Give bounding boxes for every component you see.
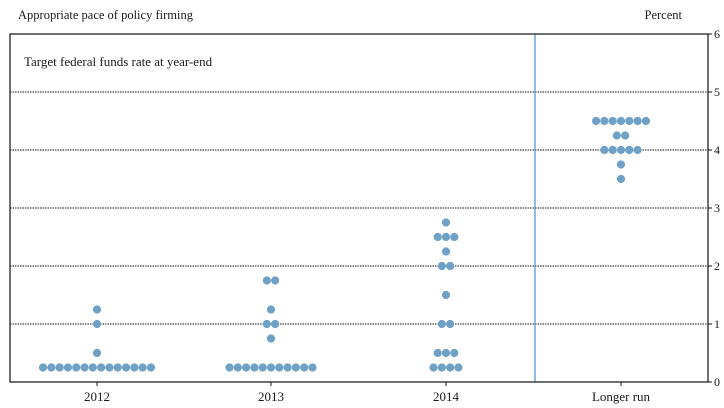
data-dot [437, 319, 446, 329]
data-dot [441, 290, 451, 300]
data-dot [446, 261, 455, 271]
chart-title: Target federal funds rate at year-end [24, 54, 213, 69]
data-dot [262, 319, 271, 329]
y-tick-label: 5 [714, 85, 720, 99]
data-dot [437, 261, 446, 271]
data-dot [121, 363, 131, 372]
data-dot [625, 116, 634, 126]
data-dot [233, 363, 242, 372]
data-dot [608, 145, 617, 155]
data-dot [308, 363, 317, 372]
unit-label: Percent [644, 8, 682, 22]
data-dot [616, 174, 626, 184]
data-dot [437, 363, 446, 372]
data-dot [450, 232, 459, 242]
data-dot [612, 131, 621, 140]
y-tick-label: 6 [714, 27, 720, 41]
data-dot [225, 363, 234, 372]
data-dot [55, 363, 64, 372]
data-dot [92, 319, 102, 329]
y-tick-label: 0 [714, 375, 720, 389]
data-dot [616, 145, 626, 155]
data-dot [275, 363, 284, 372]
data-dot [242, 363, 251, 372]
data-dot [266, 305, 276, 314]
y-tick-label: 2 [714, 259, 720, 273]
data-dot [446, 319, 455, 329]
gridlines [10, 91, 708, 325]
data-dot [625, 145, 634, 155]
data-dot [608, 116, 617, 126]
data-dots [38, 116, 651, 372]
data-dot [271, 319, 280, 329]
data-dot [92, 305, 102, 314]
data-dot [72, 363, 81, 372]
data-dot [441, 218, 451, 227]
chart-supertitle: Appropriate pace of policy firming [18, 8, 193, 22]
data-dot [441, 247, 451, 256]
data-dot [621, 131, 630, 140]
data-dot [138, 363, 147, 372]
data-dot [250, 363, 259, 372]
y-tick-labels: 0 1 2 3 4 5 6 [708, 27, 720, 389]
data-dot [88, 363, 97, 372]
data-dot [633, 116, 642, 126]
data-dot [38, 363, 48, 372]
data-dot [429, 363, 438, 372]
x-tick-label: 2013 [258, 389, 284, 404]
data-dot [80, 363, 89, 372]
y-tick-label: 4 [714, 143, 720, 157]
data-dot [641, 116, 651, 126]
data-dot [433, 232, 442, 242]
data-dot [283, 363, 292, 372]
data-dot [616, 160, 626, 169]
data-dot [47, 363, 56, 372]
data-dot [105, 363, 114, 372]
data-dot [113, 363, 122, 372]
data-dot [600, 116, 609, 126]
data-dot [266, 334, 276, 343]
x-tick-labels: 2012 2013 2014 Longer run [84, 382, 651, 404]
data-dot [454, 363, 463, 372]
y-tick-label: 3 [714, 201, 720, 215]
x-tick-label: Longer run [592, 389, 651, 404]
data-dot [433, 348, 442, 358]
x-tick-label: 2014 [433, 389, 460, 404]
data-dot [450, 348, 459, 358]
data-dot [446, 363, 455, 372]
data-dot [271, 276, 280, 285]
data-dot [592, 116, 601, 126]
data-dot [262, 276, 271, 285]
data-dot [300, 363, 309, 372]
data-dot [92, 348, 102, 358]
data-dot [258, 363, 267, 372]
data-dot [266, 363, 276, 372]
data-dot [130, 363, 139, 372]
data-dot [600, 145, 609, 155]
data-dot [616, 116, 626, 126]
x-tick-label: 2012 [84, 389, 110, 404]
data-dot [63, 363, 73, 372]
data-dot [97, 363, 106, 372]
y-tick-label: 1 [714, 317, 720, 331]
data-dot [291, 363, 300, 372]
data-dot [633, 145, 642, 155]
data-dot [146, 363, 156, 372]
data-dot [441, 232, 451, 242]
data-dot [441, 348, 451, 358]
